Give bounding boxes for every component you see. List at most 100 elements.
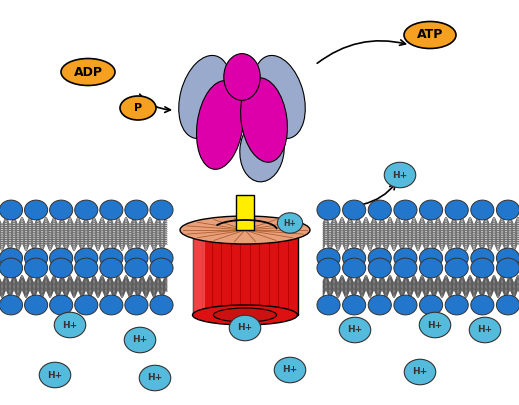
Ellipse shape	[497, 258, 519, 278]
Ellipse shape	[61, 58, 115, 85]
Ellipse shape	[179, 55, 231, 139]
Ellipse shape	[180, 216, 310, 244]
Ellipse shape	[471, 200, 494, 220]
Ellipse shape	[150, 258, 173, 278]
Ellipse shape	[75, 258, 98, 278]
Ellipse shape	[445, 248, 468, 268]
Ellipse shape	[0, 248, 22, 268]
Ellipse shape	[471, 295, 494, 315]
Text: H+: H+	[347, 326, 363, 335]
Ellipse shape	[368, 200, 391, 220]
Ellipse shape	[75, 248, 98, 268]
Ellipse shape	[24, 295, 48, 315]
Ellipse shape	[445, 258, 468, 278]
Text: H+: H+	[62, 320, 78, 330]
Ellipse shape	[317, 295, 340, 315]
Ellipse shape	[394, 248, 417, 268]
Text: H+: H+	[132, 335, 147, 345]
Ellipse shape	[50, 258, 73, 278]
Ellipse shape	[317, 248, 340, 268]
Text: H+: H+	[392, 171, 407, 179]
Ellipse shape	[471, 258, 494, 278]
Bar	[193, 230, 297, 315]
Ellipse shape	[343, 295, 366, 315]
Text: H+: H+	[283, 219, 296, 228]
Ellipse shape	[419, 295, 443, 315]
Text: ATP: ATP	[417, 28, 443, 41]
Ellipse shape	[277, 213, 303, 233]
Ellipse shape	[150, 200, 173, 220]
Text: H+: H+	[47, 371, 63, 379]
Ellipse shape	[100, 295, 123, 315]
Text: H+: H+	[147, 373, 162, 382]
Ellipse shape	[274, 357, 306, 383]
Ellipse shape	[469, 317, 501, 343]
Text: H+: H+	[427, 320, 443, 330]
Ellipse shape	[394, 295, 417, 315]
Ellipse shape	[100, 200, 123, 220]
Ellipse shape	[24, 248, 48, 268]
Ellipse shape	[139, 365, 171, 391]
Ellipse shape	[253, 55, 305, 139]
Ellipse shape	[343, 248, 366, 268]
Ellipse shape	[497, 248, 519, 268]
Ellipse shape	[471, 248, 494, 268]
Ellipse shape	[75, 295, 98, 315]
Text: ADP: ADP	[74, 66, 102, 79]
Ellipse shape	[343, 258, 366, 278]
Ellipse shape	[419, 200, 443, 220]
Text: H+: H+	[413, 367, 428, 377]
Ellipse shape	[224, 53, 260, 100]
Ellipse shape	[50, 200, 73, 220]
Ellipse shape	[384, 162, 416, 188]
Ellipse shape	[317, 258, 340, 278]
Ellipse shape	[125, 295, 148, 315]
Bar	[193, 230, 205, 315]
Ellipse shape	[368, 295, 391, 315]
Ellipse shape	[100, 258, 123, 278]
Ellipse shape	[497, 200, 519, 220]
Ellipse shape	[394, 258, 417, 278]
Ellipse shape	[50, 248, 73, 268]
Ellipse shape	[124, 327, 156, 353]
Text: H+: H+	[477, 326, 493, 335]
Ellipse shape	[193, 305, 297, 325]
Ellipse shape	[404, 359, 436, 385]
Ellipse shape	[24, 258, 48, 278]
Ellipse shape	[368, 258, 391, 278]
Ellipse shape	[150, 248, 173, 268]
Ellipse shape	[75, 200, 98, 220]
Ellipse shape	[24, 200, 48, 220]
Ellipse shape	[39, 362, 71, 388]
Ellipse shape	[343, 200, 366, 220]
Ellipse shape	[394, 200, 417, 220]
Ellipse shape	[445, 295, 468, 315]
Ellipse shape	[197, 81, 243, 169]
Ellipse shape	[125, 258, 148, 278]
Ellipse shape	[54, 312, 86, 338]
Ellipse shape	[240, 118, 284, 182]
Ellipse shape	[150, 295, 173, 315]
Ellipse shape	[0, 295, 22, 315]
Ellipse shape	[339, 317, 371, 343]
Bar	[236, 195, 254, 230]
Ellipse shape	[419, 258, 443, 278]
Ellipse shape	[0, 258, 22, 278]
Ellipse shape	[100, 248, 123, 268]
Ellipse shape	[229, 315, 261, 341]
Ellipse shape	[50, 295, 73, 315]
Text: H+: H+	[237, 324, 253, 333]
Ellipse shape	[125, 200, 148, 220]
Ellipse shape	[404, 21, 456, 49]
Ellipse shape	[213, 308, 277, 322]
Ellipse shape	[419, 248, 443, 268]
Ellipse shape	[317, 200, 340, 220]
Ellipse shape	[125, 248, 148, 268]
Ellipse shape	[419, 312, 450, 338]
Text: H+: H+	[282, 365, 297, 375]
Ellipse shape	[241, 78, 288, 162]
Ellipse shape	[497, 295, 519, 315]
Text: P: P	[134, 103, 142, 113]
Ellipse shape	[0, 200, 22, 220]
Ellipse shape	[120, 96, 156, 120]
